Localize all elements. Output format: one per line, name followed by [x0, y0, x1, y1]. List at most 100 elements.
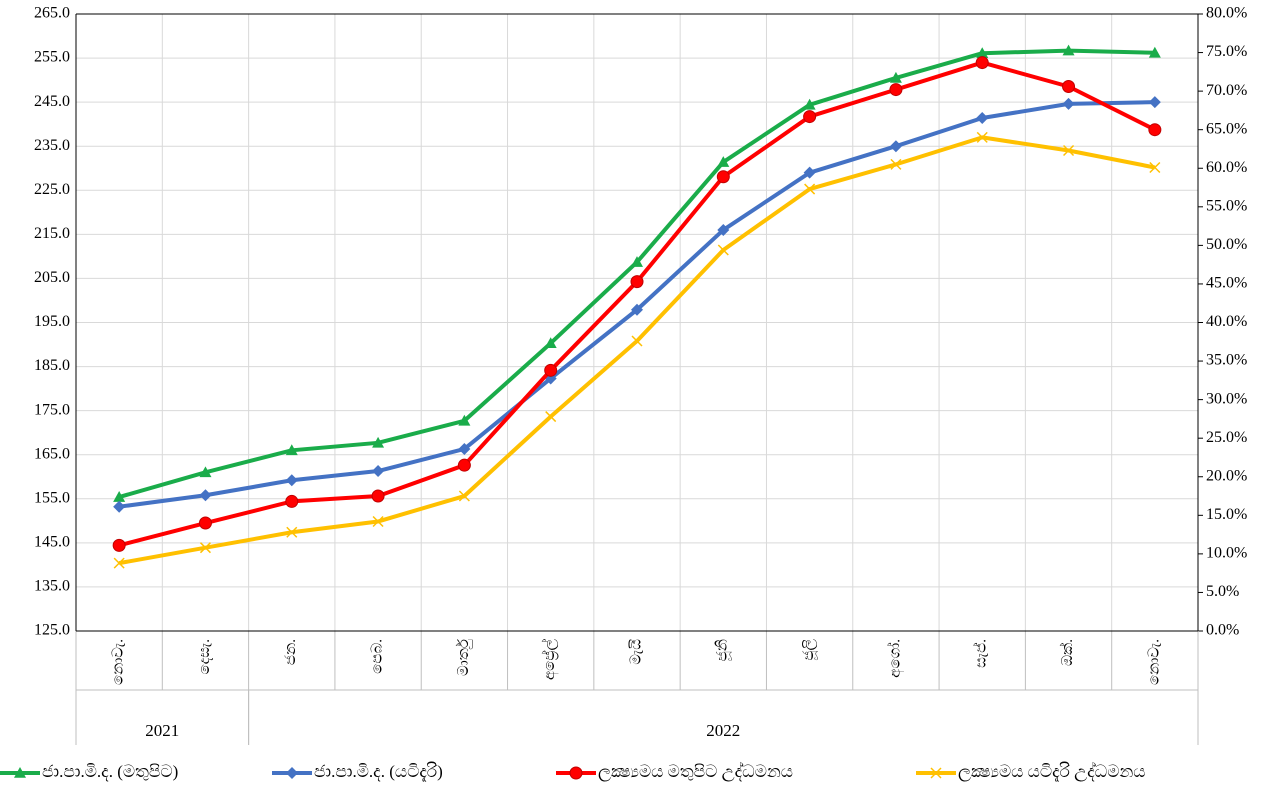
y-tick-label: 225.0	[34, 181, 70, 198]
marker	[1149, 161, 1161, 174]
marker	[889, 71, 902, 83]
marker	[199, 489, 212, 502]
y-tick-label: 255.0	[34, 49, 70, 66]
marker	[804, 183, 816, 195]
legend-item: ලක්‍ෂ්‍යමය මතුපිට උද්ධමනය	[556, 762, 793, 782]
x-tick-label: ජන.	[283, 639, 299, 665]
marker	[930, 767, 942, 779]
x-tick-label: නොවැ.	[1146, 639, 1162, 685]
marker	[976, 112, 989, 125]
marker	[803, 98, 816, 110]
marker	[457, 458, 471, 472]
x-tick-label: පෙබ.	[370, 639, 386, 674]
y2-tick-label: 40.0%	[1206, 313, 1247, 330]
y2-tick-label: 15.0%	[1206, 506, 1247, 523]
marker	[199, 542, 211, 554]
y2-tick-label: 80.0%	[1206, 5, 1247, 22]
marker	[544, 337, 557, 349]
x-tick-label: ජූලි	[801, 638, 818, 660]
marker	[545, 411, 557, 423]
marker	[372, 465, 385, 478]
legend-item: ජා.පා.මි.ද. (යටිදැරි)	[272, 762, 443, 782]
marker	[889, 140, 902, 153]
marker	[285, 444, 298, 456]
legend-label: ලක්‍ෂ්‍යමය මතුපිට උද්ධමනය	[598, 762, 793, 782]
marker	[113, 557, 125, 569]
legend-item: ලක්‍ෂ්‍යමය යටිදැරි උද්ධමනය	[916, 762, 1146, 782]
marker	[889, 83, 903, 97]
y2-tick-label: 20.0%	[1206, 467, 1247, 484]
y2-tick-label: 10.0%	[1206, 545, 1247, 562]
y-tick-label: 185.0	[34, 357, 70, 374]
y-tick-label: 135.0	[34, 578, 70, 595]
marker	[716, 170, 730, 184]
legend-item: ජා.පා.මි.ද. (මතුපිට)	[0, 762, 178, 782]
marker	[458, 414, 471, 426]
marker	[976, 131, 988, 143]
marker	[717, 156, 730, 167]
marker	[372, 436, 385, 448]
y2-tick-label: 30.0%	[1206, 390, 1247, 407]
marker	[458, 490, 470, 502]
marker	[717, 223, 730, 236]
y2-tick-label: 75.0%	[1206, 43, 1247, 60]
y-tick-label: 265.0	[34, 5, 70, 22]
x-tick-label: ඔක්.	[1058, 639, 1076, 666]
marker	[198, 516, 212, 530]
marker	[803, 166, 816, 179]
x-tick-label: දෙසැ.	[197, 639, 213, 675]
marker	[630, 275, 644, 289]
x-tick-label: අප්‍රේල්	[540, 638, 559, 680]
legend-label: ලක්‍ෂ්‍යමය යටිදැරි උද්ධමනය	[958, 762, 1146, 782]
y2-tick-label: 45.0%	[1206, 275, 1247, 292]
marker	[975, 56, 989, 70]
y2-tick-label: 25.0%	[1206, 429, 1247, 446]
marker	[569, 766, 583, 780]
marker	[1148, 123, 1162, 137]
series-line	[118, 48, 1155, 499]
marker	[631, 256, 643, 267]
y-tick-label: 215.0	[34, 225, 70, 242]
y2-tick-label: 0.0%	[1206, 622, 1239, 639]
group-label: 2022	[706, 721, 740, 740]
marker	[1148, 46, 1161, 58]
marker	[113, 500, 126, 513]
marker	[371, 489, 385, 503]
y2-tick-label: 50.0%	[1206, 236, 1247, 253]
marker	[199, 466, 212, 478]
legend-label: ජා.පා.මි.ද. (මතුපිට)	[42, 762, 178, 782]
marker	[1062, 97, 1075, 110]
x-tick-label: සැප්.	[972, 639, 990, 668]
x-tick-label: මැයි	[628, 639, 644, 665]
x-tick-label: මාර්තු	[455, 639, 472, 676]
marker	[631, 303, 643, 316]
x-tick-label: නොවැ.	[111, 639, 127, 685]
y2-tick-label: 55.0%	[1206, 197, 1247, 214]
marker	[1062, 44, 1075, 56]
y-tick-label: 165.0	[34, 445, 70, 462]
y-tick-label: 175.0	[34, 401, 70, 418]
marker	[1062, 79, 1076, 93]
y2-tick-label: 60.0%	[1206, 159, 1247, 176]
marker	[14, 767, 26, 778]
y2-tick-label: 70.0%	[1206, 82, 1247, 99]
marker	[717, 244, 729, 256]
marker	[803, 110, 817, 124]
y-tick-label: 205.0	[34, 269, 70, 286]
marker	[1063, 144, 1075, 157]
marker	[544, 363, 558, 377]
y-tick-label: 145.0	[34, 534, 70, 551]
marker	[372, 515, 384, 528]
marker	[113, 491, 126, 502]
y2-tick-label: 35.0%	[1206, 352, 1247, 369]
marker	[112, 538, 126, 552]
marker	[286, 767, 298, 779]
y-tick-label: 155.0	[34, 489, 70, 506]
marker	[631, 335, 643, 347]
marker	[286, 526, 298, 538]
marker	[976, 47, 989, 59]
marker	[890, 158, 902, 170]
y-tick-label: 235.0	[34, 137, 70, 154]
group-label: 2021	[145, 721, 179, 740]
